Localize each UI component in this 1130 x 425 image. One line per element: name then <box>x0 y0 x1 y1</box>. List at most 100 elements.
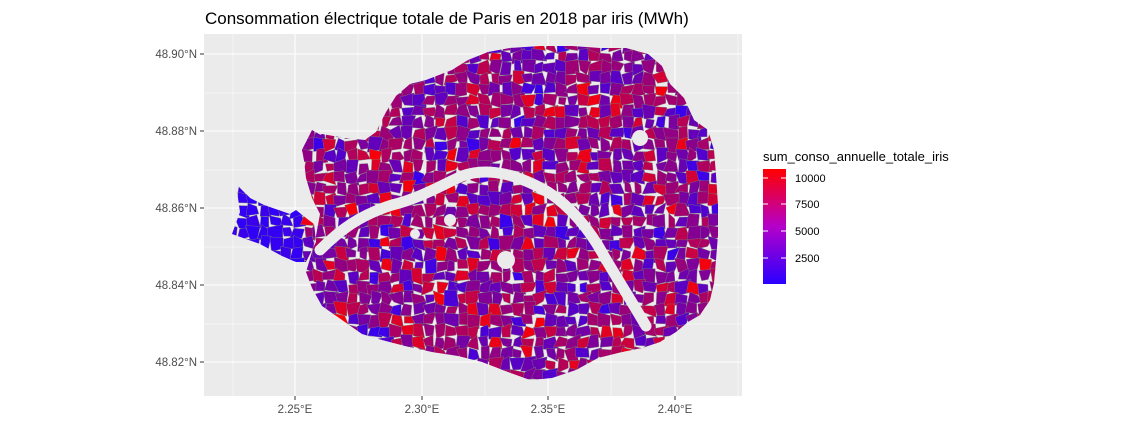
iris-cell <box>599 336 614 348</box>
iris-cell <box>665 260 679 274</box>
iris-cell <box>421 95 437 106</box>
iris-cell <box>356 302 369 318</box>
iris-cell <box>422 311 437 324</box>
iris-cell <box>399 303 413 317</box>
iris-cell <box>629 169 645 185</box>
iris-cell <box>586 333 600 349</box>
iris-cell <box>313 190 326 206</box>
legend-label: 10000 <box>795 173 826 185</box>
iris-cell <box>641 292 654 308</box>
iris-cell <box>707 224 718 240</box>
iris-cell <box>611 59 625 72</box>
iris-cell <box>675 239 689 248</box>
iris-cell <box>674 292 688 305</box>
iris-cell <box>454 81 468 98</box>
iris-cell <box>508 146 522 163</box>
iris-cell <box>421 281 435 296</box>
iris-cell <box>577 247 590 262</box>
iris-cell <box>565 179 579 194</box>
iris-cell <box>621 224 633 240</box>
park-hole <box>497 251 515 269</box>
iris-cell <box>404 315 415 324</box>
iris-cell <box>533 46 546 51</box>
iris-cell <box>412 323 425 339</box>
iris-cell <box>621 160 636 171</box>
iris-cell <box>696 160 713 173</box>
iris-cell <box>542 51 555 61</box>
iris-cell <box>610 193 623 207</box>
iris-cell <box>498 117 512 130</box>
iris-cell <box>358 225 371 238</box>
iris-cell <box>346 234 358 252</box>
iris-cell <box>480 345 491 361</box>
iris-cell <box>501 292 511 304</box>
iris-cell <box>612 159 623 174</box>
iris-cell <box>576 92 591 107</box>
iris-cell <box>488 127 502 137</box>
iris-cell <box>388 182 403 194</box>
iris-cell <box>520 313 533 325</box>
iris-cell <box>434 141 448 153</box>
iris-cell <box>533 345 545 361</box>
iris-cell <box>532 326 548 339</box>
iris-cell <box>377 312 393 330</box>
iris-cell <box>478 234 491 250</box>
iris-cell <box>622 127 633 140</box>
iris-cell <box>608 127 626 138</box>
seine-river <box>314 166 652 332</box>
iris-cell <box>315 147 329 165</box>
iris-cell <box>685 146 697 164</box>
x-tick-label: 2.40°E <box>658 404 693 416</box>
iris-cell <box>695 147 710 161</box>
iris-cell <box>359 291 372 305</box>
iris-cell <box>446 259 455 272</box>
iris-cell <box>696 126 708 138</box>
iris-cell <box>707 192 718 207</box>
iris-cell <box>436 281 449 294</box>
x-tick-label: 2.35°E <box>531 404 566 416</box>
iris-cell <box>511 184 525 195</box>
iris-cell <box>491 72 501 87</box>
iris-cell <box>531 369 546 380</box>
iris-cell <box>476 301 489 317</box>
iris-cell <box>245 202 260 217</box>
iris-cell <box>566 246 580 259</box>
iris-cell <box>574 347 590 358</box>
y-axis: 48.90°N 48.88°N 48.86°N 48.84°N 48.82°N <box>155 49 204 369</box>
legend-label: 5000 <box>795 226 819 238</box>
iris-cell <box>587 84 600 95</box>
iris-cell <box>442 237 459 251</box>
iris-cell <box>585 160 600 170</box>
iris-cell <box>478 215 492 230</box>
iris-cell <box>665 239 678 249</box>
iris-cell <box>555 315 570 329</box>
park-hole <box>410 229 420 239</box>
iris-cell <box>519 136 535 148</box>
iris-cell <box>641 103 657 120</box>
iris-cell <box>413 300 427 315</box>
iris-cell <box>664 270 676 283</box>
iris-cell <box>577 315 590 328</box>
iris-cell <box>413 80 426 98</box>
iris-cell <box>500 323 511 338</box>
iris-cell <box>553 70 569 86</box>
iris-cell <box>553 148 569 163</box>
iris-cell <box>519 94 537 109</box>
iris-cell <box>434 322 446 340</box>
iris-cell <box>642 161 654 171</box>
iris-cell <box>509 235 525 251</box>
iris-cell <box>520 281 538 294</box>
iris-cell <box>522 58 536 74</box>
iris-cell <box>599 82 611 95</box>
iris-cell <box>332 194 348 208</box>
iris-cell <box>443 289 460 308</box>
iris-cell <box>412 158 424 175</box>
iris-cell <box>358 267 370 281</box>
iris-cell <box>622 324 635 339</box>
iris-cell <box>499 213 514 230</box>
iris-cell <box>435 215 449 227</box>
iris-cell <box>502 269 511 285</box>
iris-cell <box>653 202 667 214</box>
iris-cell <box>454 206 470 219</box>
iris-cell <box>388 124 405 142</box>
